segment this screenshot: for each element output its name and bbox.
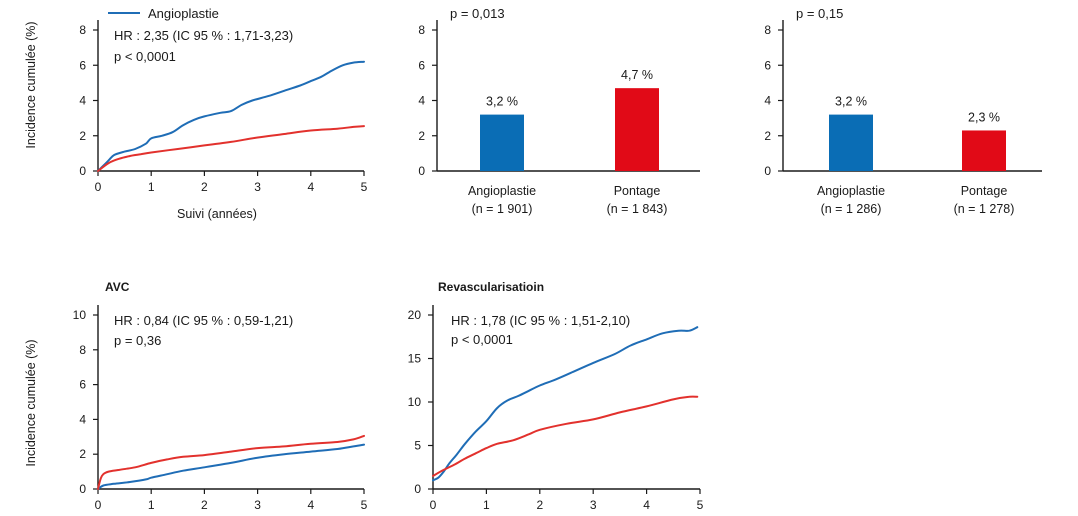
y-axis-label: Incidence cumulée (%) [24,339,38,466]
x-tick-label: 2 [201,180,208,194]
series-line-blue [97,60,365,172]
x-tick-label: 0 [430,498,437,512]
series-line-blue [432,326,699,482]
chart-panel-3: p = 0,15 0 2 4 6 8 3,2 % Angioplastie (n = 1 28… [764,6,1042,216]
x-tick-label: 3 [590,498,597,512]
series-line-red [97,125,365,172]
series-line-blue [97,443,365,490]
chart-panel-avc: AVC Incidence cumulée (%) HR : 0,84 (IC … [24,280,368,512]
y-tick-label: 8 [764,23,771,37]
y-tick-label: 6 [764,58,771,72]
x-tick-label: 4 [307,180,314,194]
y-tick-label: 8 [418,23,425,37]
y-tick-label: 5 [414,439,421,453]
bar-value-label: 3,2 % [486,95,518,109]
category-label: Angioplastie [468,184,536,198]
y-tick-label: 8 [79,343,86,357]
p-value-annotation: p = 0,013 [450,6,505,21]
y-tick-label: 0 [764,164,771,178]
bar-angioplastie [480,114,524,171]
bar-value-label: 4,7 % [621,68,653,82]
category-label: Pontage [961,184,1008,198]
legend: Angioplastie [108,6,219,21]
y-tick-label: 6 [418,58,425,72]
x-tick-label: 3 [254,498,261,512]
y-tick-label: 2 [79,129,86,143]
legend-label-angioplastie: Angioplastie [148,6,219,21]
y-tick-label: 20 [408,308,422,322]
bar-pontage [962,130,1006,171]
category-label: Pontage [614,184,661,198]
x-tick-label: 2 [201,498,208,512]
p-value-annotation: p = 0,15 [796,6,843,21]
x-tick-label: 5 [361,180,368,194]
x-tick-label: 4 [307,498,314,512]
y-tick-label: 4 [79,94,86,108]
y-tick-label: 10 [408,395,422,409]
hr-annotation: HR : 2,35 (IC 95 % : 1,71-3,23) [114,28,293,43]
x-tick-label: 1 [148,498,155,512]
category-label: Angioplastie [817,184,885,198]
y-tick-label: 0 [79,164,86,178]
p-value-annotation: p < 0,0001 [114,49,176,64]
category-n-label: (n = 1 843) [607,202,668,216]
x-axis-label: Suivi (années) [177,207,257,221]
panel-title: AVC [105,280,130,294]
category-n-label: (n = 1 286) [821,202,882,216]
hr-annotation: HR : 0,84 (IC 95 % : 0,59-1,21) [114,313,293,328]
category-n-label: (n = 1 278) [954,202,1015,216]
x-tick-label: 5 [697,498,704,512]
p-value-annotation: p < 0,0001 [451,332,513,347]
bar-value-label: 2,3 % [968,110,1000,124]
y-tick-label: 2 [79,447,86,461]
bar-pontage [615,88,659,171]
chart-panel-revascularisation: Revascularisatioin HR : 1,78 (IC 95 % : … [408,280,704,512]
series-line-red [97,434,365,490]
y-tick-label: 0 [418,164,425,178]
x-tick-label: 0 [95,498,102,512]
x-tick-label: 3 [254,180,261,194]
x-tick-label: 0 [95,180,102,194]
panel-title: Revascularisatioin [438,280,544,294]
x-tick-label: 1 [483,498,490,512]
y-tick-label: 2 [764,129,771,143]
y-tick-label: 0 [79,482,86,496]
bar-angioplastie [829,114,873,171]
y-tick-label: 4 [764,94,771,108]
y-tick-label: 6 [79,58,86,72]
y-tick-label: 8 [79,23,86,37]
y-tick-label: 15 [408,352,422,366]
category-n-label: (n = 1 901) [472,202,533,216]
y-tick-label: 0 [414,482,421,496]
chart-panel-1: Incidence cumulée (%) Suivi (années) HR … [24,20,368,221]
y-tick-label: 4 [418,94,425,108]
y-tick-label: 10 [73,308,87,322]
series-line-red [432,395,699,477]
x-tick-label: 5 [361,498,368,512]
x-tick-label: 1 [148,180,155,194]
bar-value-label: 3,2 % [835,95,867,109]
x-tick-label: 2 [536,498,543,512]
hr-annotation: HR : 1,78 (IC 95 % : 1,51-2,10) [451,313,630,328]
chart-panel-2: p = 0,013 0 2 4 6 8 3,2 % Angioplastie (n = 1 9… [418,6,700,216]
y-tick-label: 6 [79,378,86,392]
y-axis-label: Incidence cumulée (%) [24,21,38,148]
y-tick-label: 4 [79,412,86,426]
p-value-annotation: p = 0,36 [114,333,161,348]
x-tick-label: 4 [643,498,650,512]
y-tick-label: 2 [418,129,425,143]
